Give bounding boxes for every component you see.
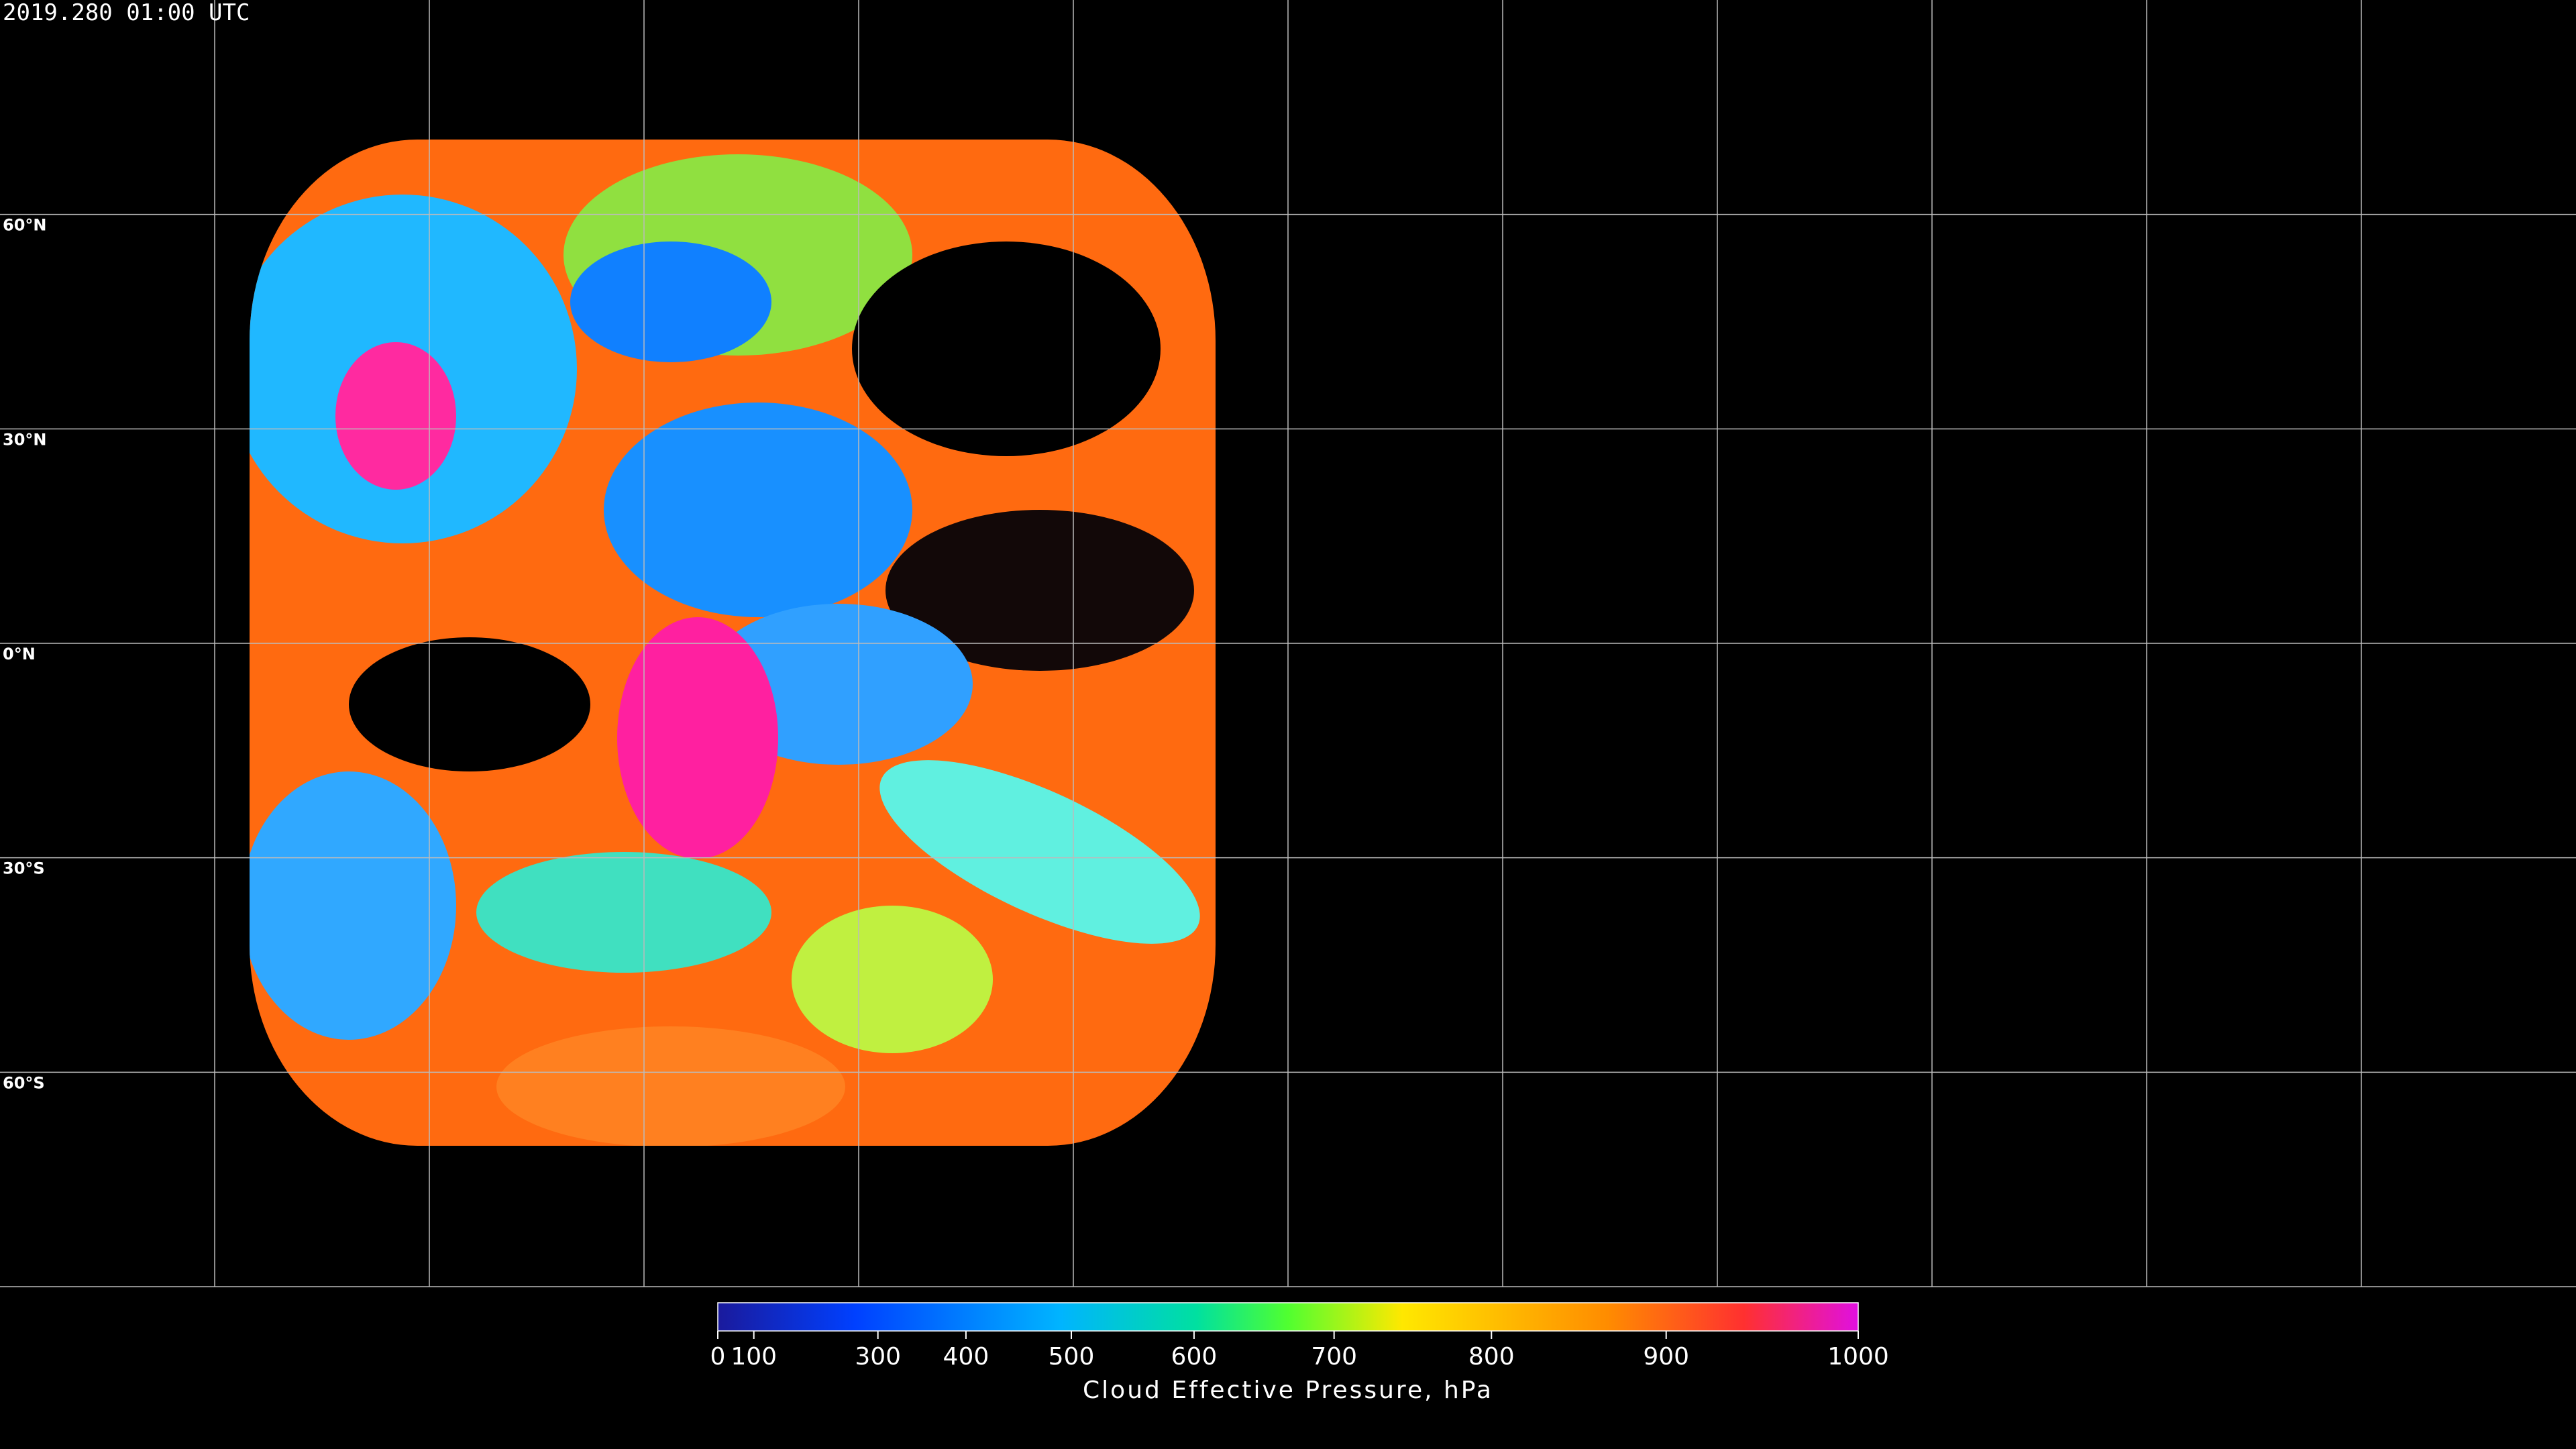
latitude-label: 30°S	[3, 859, 45, 878]
cloud	[335, 342, 456, 490]
colorbar-tick-label: 600	[1171, 1343, 1218, 1371]
latitude-label: 60°S	[3, 1073, 45, 1092]
cloud	[604, 402, 912, 617]
satellite-image	[250, 140, 1216, 1146]
latitude-label: 30°N	[3, 430, 46, 449]
colorbar-tick-label: 500	[1049, 1343, 1095, 1371]
graticule: 60°N 30°N 0°N 30°S 60°S	[0, 0, 2576, 1287]
cloud	[879, 760, 1200, 944]
colorbar-tick-label: 1000	[1827, 1343, 1889, 1371]
colorbar-tick-label: 0	[710, 1343, 726, 1371]
clear-sky	[852, 241, 1161, 456]
clear-sky	[885, 510, 1194, 671]
cloud	[496, 1026, 845, 1146]
latitude-label: 60°N	[3, 216, 46, 235]
colorbar-tick-label: 700	[1311, 1343, 1357, 1371]
colorbar-gradient	[717, 1302, 1859, 1332]
clear-sky	[349, 637, 590, 771]
colorbar: 0 100 300 400 500 600 700 800 900 1000 Cloud Effec…	[710, 1302, 1889, 1404]
colorbar-tick-label: 900	[1643, 1343, 1689, 1371]
colorbar-label: Cloud Effective Pressure, hPa	[1083, 1377, 1493, 1404]
colorbar-tick-label: 400	[943, 1343, 989, 1371]
latitude-label: 0°N	[3, 645, 36, 663]
cloud	[792, 906, 993, 1053]
colorbar-tick-label: 100	[731, 1343, 777, 1371]
cloud	[617, 617, 778, 859]
cloud	[570, 241, 771, 362]
colorbar-tick-label: 800	[1468, 1343, 1515, 1371]
colorbar-tick-label: 300	[855, 1343, 901, 1371]
cloud	[476, 852, 771, 973]
cloud	[250, 771, 456, 1040]
timestamp: 2019.280 01:00 UTC	[3, 0, 250, 26]
